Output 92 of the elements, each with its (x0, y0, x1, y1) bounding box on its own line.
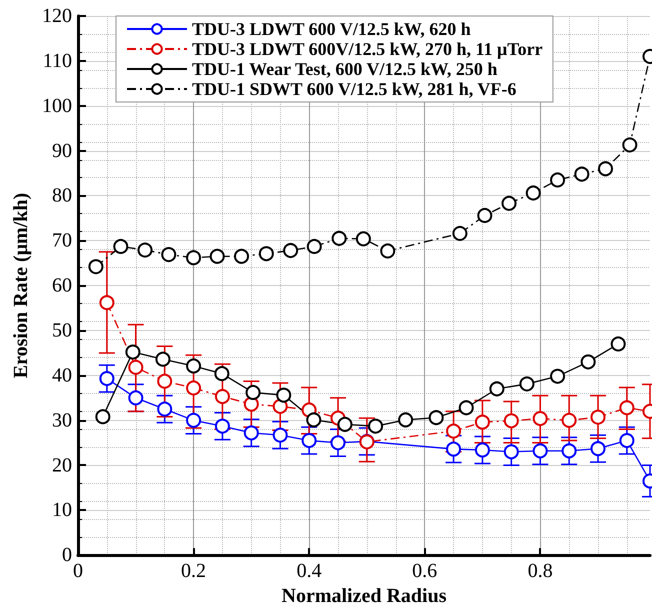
x-tick-label: 0.4 (296, 560, 322, 582)
y-tick-label: 120 (42, 5, 72, 27)
point (283, 243, 298, 258)
y-tick-label: 20 (52, 454, 72, 476)
point (332, 230, 347, 246)
x-tick-label: 0.6 (412, 560, 438, 582)
x-axis-title: Normalized Radius (282, 585, 447, 607)
x-tick-label: 0.2 (181, 560, 206, 582)
point (619, 433, 634, 448)
y-tick-label: 0 (62, 544, 72, 566)
point (272, 398, 288, 414)
point (214, 418, 230, 434)
point (306, 238, 322, 254)
point (474, 442, 490, 458)
point (622, 137, 638, 152)
point (452, 226, 468, 241)
point (302, 433, 317, 448)
point (590, 441, 606, 456)
y-tick-label: 10 (52, 499, 72, 522)
point (489, 381, 504, 396)
point (113, 238, 128, 254)
y-axis-title: Erosion Rate (μm/kh) (10, 192, 32, 378)
point (244, 425, 259, 440)
point (95, 409, 110, 424)
y-tick-label: 70 (52, 230, 72, 252)
point (128, 360, 144, 375)
point (356, 231, 371, 246)
point (574, 166, 590, 182)
point (590, 410, 606, 425)
point (598, 161, 614, 176)
point (502, 196, 517, 211)
point (504, 413, 519, 428)
point (398, 412, 414, 428)
point (155, 352, 170, 367)
point (272, 428, 288, 443)
point (214, 389, 230, 404)
point (474, 414, 490, 430)
point (276, 388, 292, 403)
point (244, 396, 259, 412)
point (562, 443, 577, 458)
point (210, 248, 225, 264)
point (99, 295, 114, 310)
legend-label: TDU-1 Wear Test, 600 V/12.5 kW, 250 h (192, 59, 498, 79)
point (580, 354, 596, 370)
legend-label: TDU-1 SDWT 600 V/12.5 kW, 281 h, VF-6 (192, 79, 516, 99)
point (128, 390, 144, 406)
point (532, 411, 548, 426)
x-tick-label: 0.8 (528, 560, 553, 582)
point (562, 412, 577, 428)
y-tick-label: 90 (52, 140, 72, 162)
point (186, 358, 202, 374)
legend-label: TDU-3 LDWT 600V/12.5 kW, 270 h, 11 μTorr (192, 39, 543, 59)
point (337, 416, 352, 432)
point (550, 368, 566, 384)
point (619, 400, 634, 416)
point (246, 384, 261, 400)
y-tick-label: 110 (42, 50, 72, 72)
point (504, 444, 519, 460)
point (125, 344, 140, 360)
y-tick-label: 80 (52, 184, 72, 207)
y-tick-label: 40 (52, 364, 72, 386)
point (532, 443, 548, 458)
point (550, 172, 566, 188)
point (258, 246, 274, 262)
point (477, 208, 492, 223)
point (526, 186, 541, 200)
point (186, 380, 202, 396)
point (446, 424, 462, 439)
point (161, 247, 176, 262)
point (157, 402, 172, 417)
point (186, 250, 202, 266)
point (186, 412, 202, 428)
y-tick-label: 30 (52, 409, 72, 432)
point (138, 242, 153, 258)
y-tick-label: 100 (42, 94, 72, 117)
point (428, 410, 444, 426)
point (368, 418, 384, 434)
point (88, 259, 104, 274)
point (380, 243, 396, 258)
point (99, 371, 114, 386)
point (330, 435, 346, 450)
point (446, 442, 462, 457)
point (519, 376, 534, 392)
point (306, 412, 322, 428)
legend-label: TDU-3 LDWT 600 V/12.5 kW, 620 h (192, 19, 471, 39)
point (458, 400, 474, 416)
point (610, 336, 626, 352)
y-tick-label: 60 (52, 274, 72, 297)
y-tick-label: 50 (52, 319, 72, 342)
point (157, 374, 172, 389)
point (214, 366, 230, 382)
point (234, 248, 250, 264)
